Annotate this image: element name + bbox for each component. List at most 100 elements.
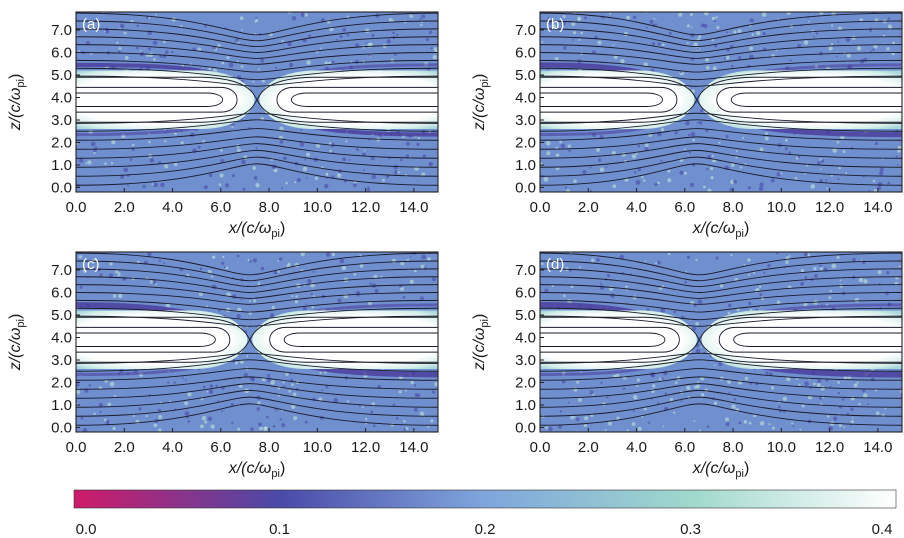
magnetic-islands [76, 70, 438, 129]
panel-d: (d) 0.0 2.0 4.0 6.0 8.0 10.0 12.0 14.0 0.0 1.0 2.0 3… [464, 240, 904, 480]
y-axis-label: z/(c/ωpi) [471, 314, 491, 372]
island-right [252, 310, 438, 369]
x-tick-label: 14.0 [863, 439, 892, 456]
y-tick-label: 5.0 [51, 307, 72, 324]
island-left [76, 310, 248, 369]
field-lines [540, 252, 902, 426]
x-tick-label: 0.0 [530, 199, 551, 216]
island-right [699, 70, 902, 129]
y-tick-label: 3.0 [51, 112, 72, 129]
y-tick-label: 2.0 [515, 135, 536, 152]
x-tick-label: 0.0 [66, 439, 87, 456]
panel-letter: (a) [82, 16, 100, 33]
y-tick-label: 6.0 [515, 285, 536, 302]
x-tick-label: 12.0 [351, 439, 380, 456]
colorbar: 0.0 0.1 0.2 0.3 0.4 [73, 489, 897, 538]
y-tick-label: 4.0 [51, 90, 72, 107]
plot-area [540, 252, 902, 432]
y-tick-label: 7.0 [51, 22, 72, 39]
magnetic-islands [76, 310, 438, 369]
panel-letter: (c) [82, 256, 100, 273]
x-tick-label: 2.0 [114, 439, 135, 456]
y-tick-label: 7.0 [515, 22, 536, 39]
y-axis-label: z/(c/ωpi) [7, 314, 27, 372]
panel-b: (b) 0.0 2.0 4.0 6.0 8.0 10.0 12.0 14.0 0.0 1.0 2.0 3… [464, 0, 904, 240]
x-tick-label: 12.0 [351, 199, 380, 216]
y-tick-label: 5.0 [51, 67, 72, 84]
x-tick-label: 14.0 [863, 199, 892, 216]
y-tick-label: 3.0 [515, 352, 536, 369]
y-tick-label: 1.0 [515, 397, 536, 414]
plot-frame [539, 11, 903, 193]
field-lines [76, 252, 438, 426]
island-left [540, 70, 695, 129]
panel-c: (c) 0.0 2.0 4.0 6.0 8.0 10.0 12.0 14.0 0.0 1.0 2.0 3… [0, 240, 440, 480]
y-tick-label: 6.0 [51, 285, 72, 302]
plot-area [76, 12, 438, 192]
x-tick-label: 8.0 [259, 439, 280, 456]
x-tick-label: 10.0 [767, 199, 796, 216]
y-tick-label: 3.0 [51, 352, 72, 369]
x-axis-label: x/(c/ωpi) [692, 220, 750, 240]
y-tick-label: 0.0 [515, 420, 536, 437]
y-tick-label: 2.0 [515, 375, 536, 392]
magnetic-islands [540, 70, 902, 129]
island-left [540, 310, 697, 369]
island-right [701, 310, 902, 369]
island-right [259, 70, 438, 129]
x-tick-label: 0.0 [530, 439, 551, 456]
x-tick-label: 2.0 [114, 199, 135, 216]
colorbar-tick-label: 0.2 [475, 521, 496, 538]
y-tick-label: 0.0 [515, 180, 536, 197]
panel-letter: (b) [546, 16, 564, 33]
plot-area [540, 12, 902, 192]
field-lines [76, 12, 438, 186]
x-tick-label: 4.0 [626, 439, 647, 456]
x-tick-label: 12.0 [815, 199, 844, 216]
x-tick-label: 12.0 [815, 439, 844, 456]
x-tick-label: 2.0 [578, 199, 599, 216]
x-axis-label: x/(c/ωpi) [228, 460, 286, 480]
colorbar-tick-label: 0.0 [76, 521, 97, 538]
y-tick-label: 7.0 [515, 262, 536, 279]
x-tick-label: 8.0 [259, 199, 280, 216]
y-tick-label: 4.0 [515, 90, 536, 107]
y-tick-label: 2.0 [51, 375, 72, 392]
y-tick-label: 2.0 [51, 135, 72, 152]
colorbar-tick-label: 0.4 [872, 521, 893, 538]
y-tick-label: 7.0 [51, 262, 72, 279]
y-tick-label: 3.0 [515, 112, 536, 129]
y-tick-label: 4.0 [51, 330, 72, 347]
x-tick-label: 4.0 [626, 199, 647, 216]
plot-frame [75, 11, 439, 193]
y-tick-label: 1.0 [51, 157, 72, 174]
y-tick-label: 5.0 [515, 307, 536, 324]
y-axis-label: z/(c/ωpi) [471, 74, 491, 132]
plot-area [76, 252, 438, 432]
panel-a: (a) 0.0 2.0 4.0 6.0 8.0 10.0 12.0 14.0 0.0 1.0 2.0 3… [0, 0, 440, 240]
x-tick-label: 10.0 [303, 439, 332, 456]
colorbar-gradient [73, 489, 897, 509]
plot-frame [75, 251, 439, 433]
magnetic-islands [540, 310, 902, 369]
x-tick-label: 6.0 [210, 439, 231, 456]
y-tick-label: 4.0 [515, 330, 536, 347]
plot-frame [539, 251, 903, 433]
panel-letter: (d) [546, 256, 564, 273]
x-tick-label: 10.0 [767, 439, 796, 456]
x-axis-label: x/(c/ωpi) [692, 460, 750, 480]
field-lines [540, 12, 902, 186]
colorbar-tick-label: 0.3 [680, 521, 701, 538]
x-tick-label: 2.0 [578, 439, 599, 456]
x-tick-label: 4.0 [162, 439, 183, 456]
x-tick-label: 6.0 [674, 199, 695, 216]
x-axis-label: x/(c/ωpi) [228, 220, 286, 240]
island-left [76, 70, 255, 129]
x-tick-label: 0.0 [66, 199, 87, 216]
x-tick-label: 6.0 [210, 199, 231, 216]
y-tick-label: 6.0 [515, 45, 536, 62]
y-tick-label: 0.0 [51, 180, 72, 197]
x-tick-label: 14.0 [399, 199, 428, 216]
x-tick-label: 6.0 [674, 439, 695, 456]
